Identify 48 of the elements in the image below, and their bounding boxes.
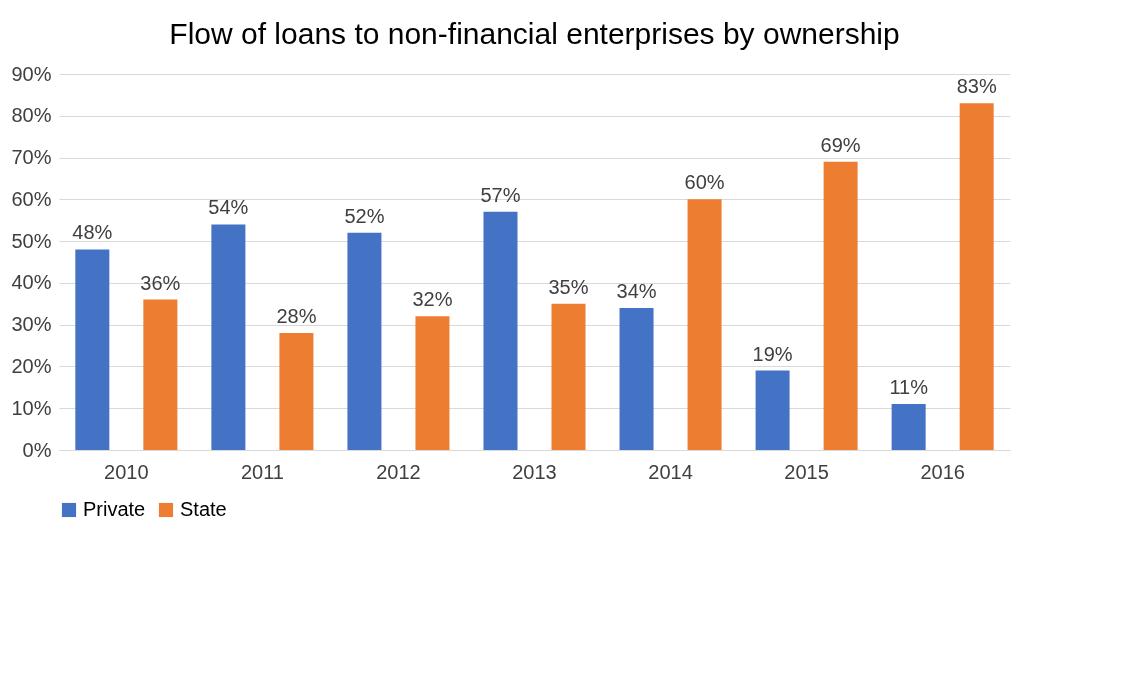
y-tick-label: 70% [11, 146, 52, 169]
x-tick-label: 2015 [784, 460, 829, 483]
bar [551, 303, 586, 450]
bar [143, 299, 178, 450]
x-tick-label: 2011 [240, 460, 284, 483]
data-label: 36% [140, 271, 181, 294]
bar [415, 316, 450, 450]
y-tick-label: 10% [11, 396, 52, 419]
data-label: 35% [548, 275, 589, 298]
x-tick-label: 2010 [104, 460, 149, 483]
y-tick-label: 90% [11, 62, 52, 85]
bar [75, 249, 110, 450]
y-tick-label: 80% [11, 104, 52, 127]
data-label: 83% [956, 75, 997, 98]
x-tick-label: 2014 [648, 460, 693, 483]
bar [687, 199, 722, 450]
bar [619, 307, 654, 450]
y-tick-label: 30% [11, 313, 52, 336]
x-tick-label: 2013 [512, 460, 557, 483]
bar [823, 161, 858, 450]
data-label: 34% [616, 279, 657, 302]
data-label: 48% [72, 221, 113, 244]
data-label: 11% [889, 376, 929, 399]
y-tick-label: 20% [11, 354, 52, 377]
data-label: 19% [752, 342, 793, 365]
y-tick-label: 50% [11, 229, 52, 252]
legend-label: State [180, 498, 227, 520]
x-tick-label: 2016 [920, 460, 965, 483]
data-label: 52% [344, 204, 385, 227]
y-tick-label: 0% [22, 438, 52, 461]
bar [279, 333, 314, 450]
data-label: 69% [820, 133, 861, 156]
chart-title: Flow of loans to non-financial enterprises by ownership [169, 17, 900, 50]
x-tick-label: 2012 [376, 460, 421, 483]
bar [483, 211, 518, 450]
data-label: 32% [412, 288, 453, 311]
bar [959, 103, 994, 450]
y-tick-label: 60% [11, 187, 52, 210]
bar [211, 224, 246, 450]
bar [755, 370, 790, 450]
legend-label: Private [83, 498, 146, 520]
data-label: 60% [684, 171, 725, 194]
data-label: 28% [276, 305, 317, 328]
y-tick-label: 40% [11, 271, 52, 294]
data-label: 54% [208, 196, 249, 219]
data-label: 57% [480, 183, 521, 206]
bar [891, 404, 926, 450]
bar [347, 232, 382, 450]
